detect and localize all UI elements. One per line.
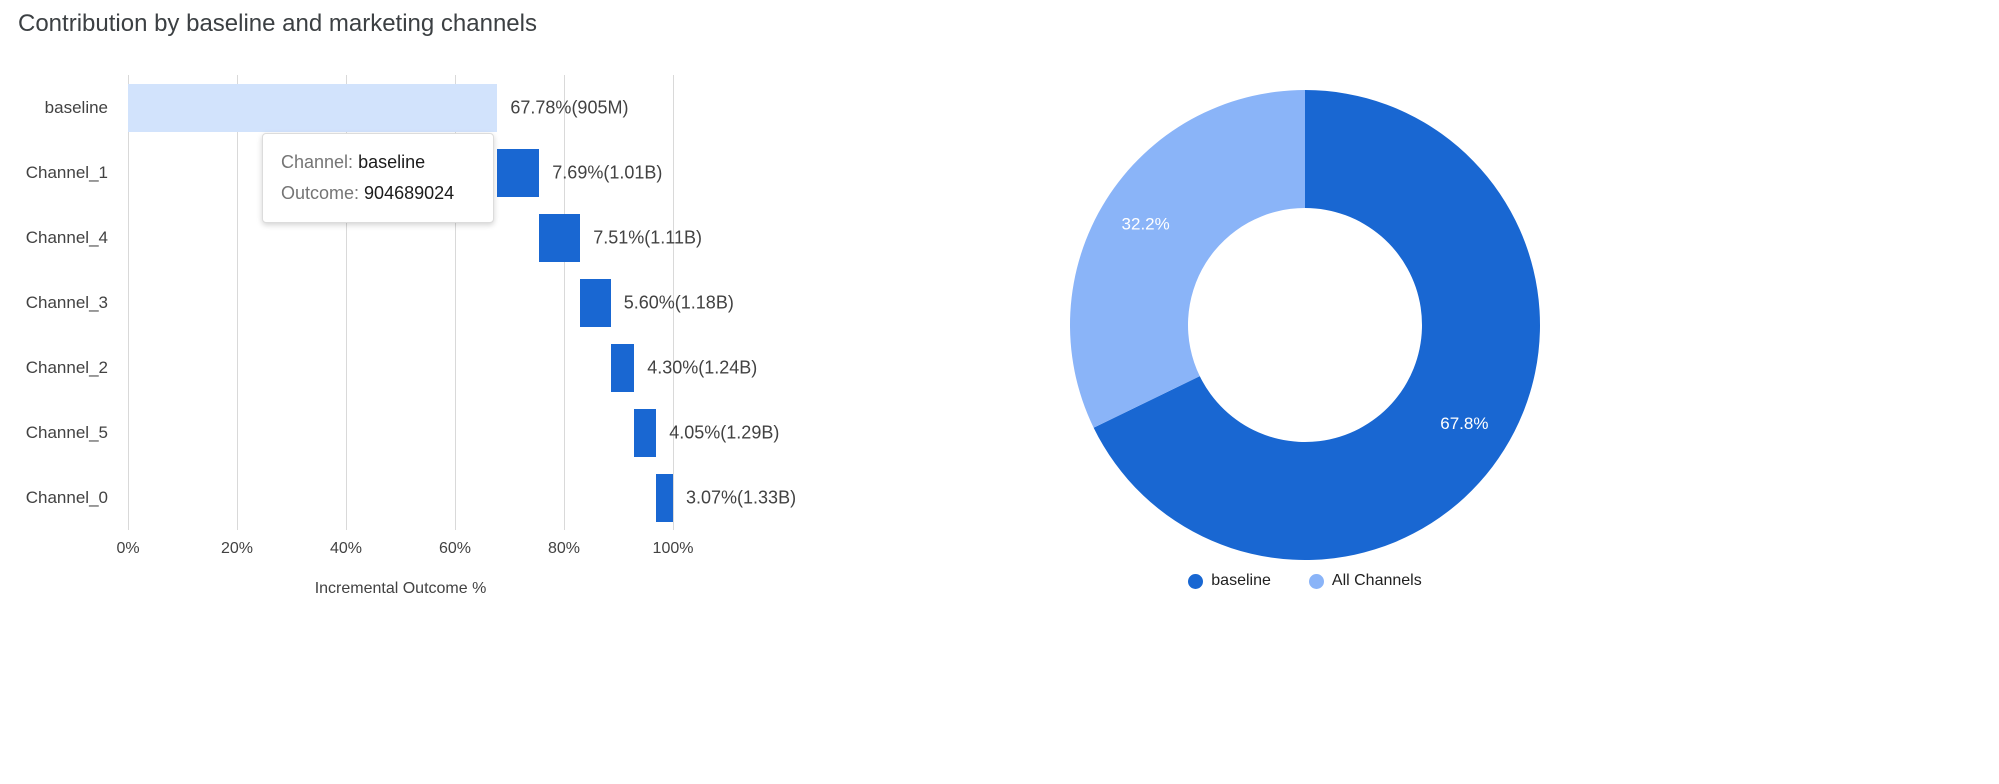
x-tick-label: 60%	[438, 540, 472, 557]
bar-value-label: 5.60%(1.18B)	[623, 292, 734, 312]
waterfall-category-axis: baseline Channel_1 Channel_4 Channel_3 Chann…	[0, 75, 108, 530]
donut-svg: 67.8% 32.2%	[1070, 90, 1540, 560]
category-label-baseline: baseline	[44, 97, 108, 117]
x-tick-label: 40%	[329, 540, 363, 557]
x-tick-label: 20%	[220, 540, 254, 557]
waterfall-bar-channel_3[interactable]	[580, 278, 611, 327]
waterfall-plot: 67.78%(905M) 7.69%(1.01B) 7.51%(1.11B) 5.60…	[128, 75, 796, 530]
waterfall-bar-channel_1[interactable]	[497, 148, 540, 197]
category-label-channel_1: Channel_1	[25, 162, 108, 182]
donut-legend: baseline All Channels	[1020, 572, 1590, 590]
tooltip-outcome-value: 904689024	[364, 183, 455, 203]
category-label-channel_5: Channel_5	[25, 422, 108, 442]
gridline	[128, 75, 129, 530]
category-label-channel_4: Channel_4	[25, 227, 108, 247]
donut-slice-label: 32.2%	[1122, 215, 1170, 234]
legend-item-baseline[interactable]: baseline	[1188, 572, 1271, 590]
waterfall-bar-channel_4[interactable]	[539, 213, 581, 262]
x-tick-label: 100%	[652, 540, 694, 557]
legend-item-all-channels[interactable]: All Channels	[1308, 572, 1422, 590]
tooltip-outcome-row: Outcome: 904689024	[281, 178, 475, 209]
category-label-channel_0: Channel_0	[25, 487, 108, 507]
category-label-channel_3: Channel_3	[25, 292, 108, 312]
waterfall-bar-channel_5[interactable]	[634, 408, 657, 457]
bar-value-label: 4.05%(1.29B)	[669, 422, 780, 442]
donut-chart: 67.8% 32.2%	[1020, 85, 1590, 565]
legend-dot-icon	[1308, 573, 1324, 589]
waterfall-bar-channel_2[interactable]	[610, 343, 635, 392]
gridline	[346, 75, 347, 530]
donut-slice-label: 67.8%	[1440, 414, 1488, 433]
waterfall-x-axis: 0% 20% 40% 60% 80% 100%	[116, 540, 693, 564]
x-tick-label: 80%	[547, 540, 581, 557]
waterfall-bar-baseline[interactable]	[128, 83, 498, 132]
bar-value-label: 3.07%(1.33B)	[686, 487, 797, 507]
tooltip-channel-label: Channel:	[281, 152, 354, 172]
x-tick-label: 0%	[116, 540, 140, 557]
legend-label: All Channels	[1331, 572, 1422, 589]
waterfall-bar-channel_0[interactable]	[656, 473, 673, 522]
category-label-channel_2: Channel_2	[25, 357, 108, 377]
bar-value-label: 4.30%(1.24B)	[647, 357, 758, 377]
donut-slice-baseline[interactable]	[1093, 90, 1540, 560]
bar-value-label: 7.69%(1.01B)	[552, 162, 663, 182]
donut-slice-all-channels[interactable]	[1070, 90, 1305, 428]
gridline	[564, 75, 565, 530]
legend-label: baseline	[1211, 572, 1271, 589]
gridline	[673, 75, 674, 530]
bar-value-label: 7.51%(1.11B)	[593, 227, 702, 247]
tooltip-outcome-label: Outcome:	[281, 183, 360, 203]
bar-value-label: 67.78%(905M)	[510, 97, 629, 117]
page-title: Contribution by baseline and marketing c…	[18, 10, 537, 37]
legend-dot-icon	[1188, 573, 1204, 589]
gridline	[455, 75, 456, 530]
x-axis-title: Incremental Outcome %	[314, 580, 487, 597]
tooltip-channel-value: baseline	[358, 152, 426, 172]
tooltip-channel-row: Channel: baseline	[281, 147, 475, 178]
chart-tooltip: Channel: baseline Outcome: 904689024	[262, 133, 494, 223]
gridline	[237, 75, 238, 530]
